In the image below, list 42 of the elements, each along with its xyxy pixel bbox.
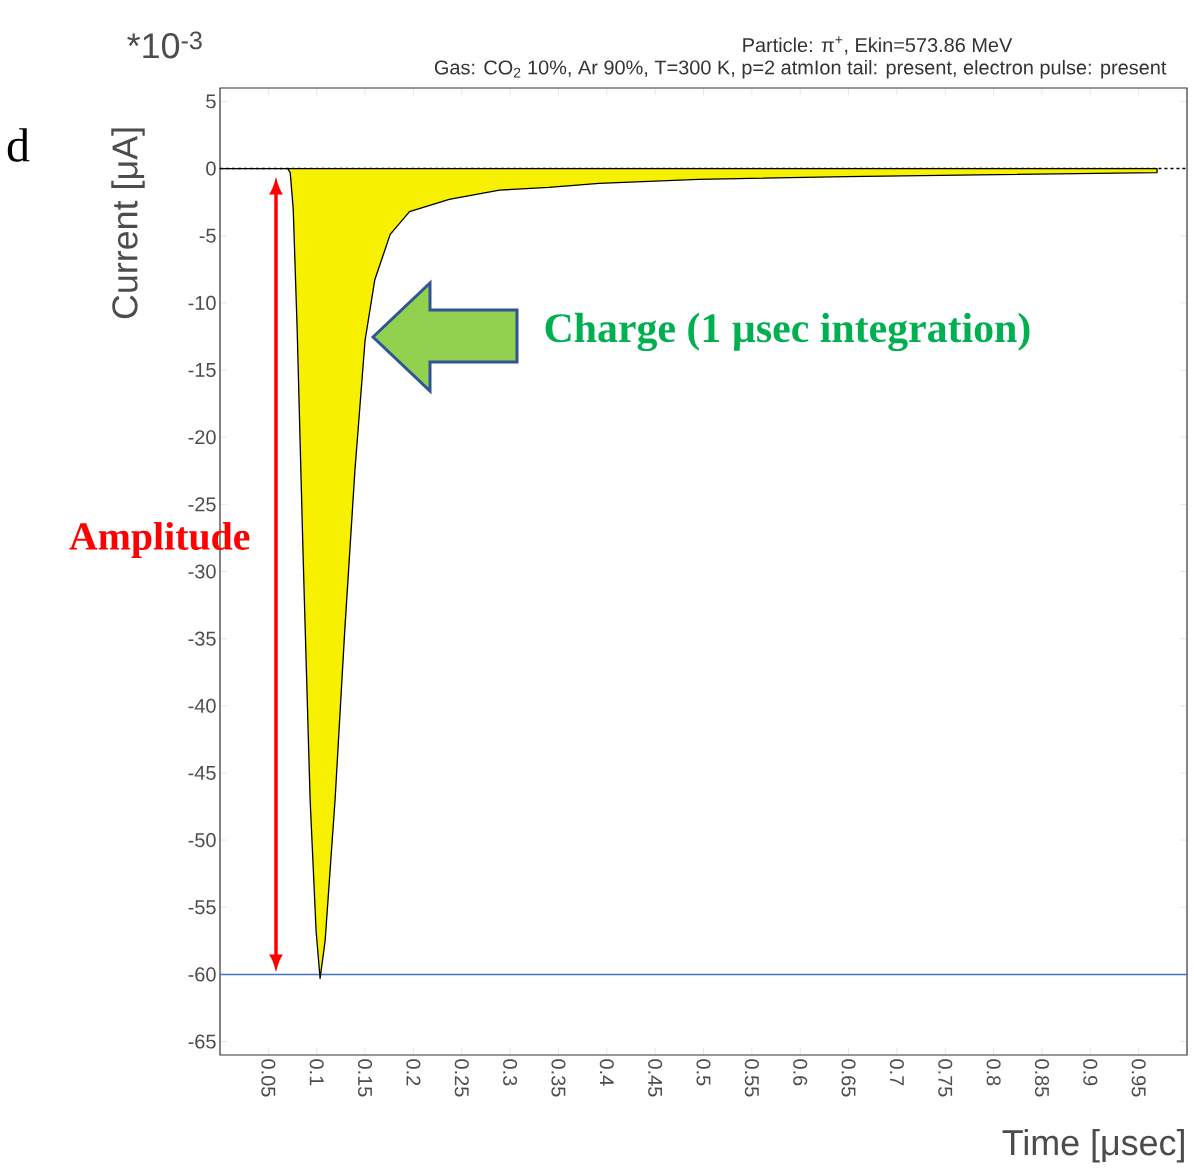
- x-tick-label: 0.9: [1083, 1059, 1098, 1086]
- y-axis-title: Current [μA]: [111, 128, 145, 319]
- x-tick-label: 0.6: [793, 1059, 808, 1086]
- x-tick-label: 0.75: [938, 1059, 953, 1097]
- x-tick-label: 0.05: [261, 1059, 276, 1097]
- y-tick-label: -25: [188, 497, 216, 512]
- x-tick-label: 0.3: [503, 1059, 518, 1086]
- y-tick-label: 0: [206, 161, 216, 176]
- y-tick-label: -65: [188, 1034, 216, 1049]
- x-tick-label: 0.5: [696, 1059, 711, 1086]
- x-tick-label: 0.65: [841, 1059, 856, 1097]
- annotation: Amplitude: [69, 521, 250, 559]
- x-tick-label: 0.35: [551, 1059, 566, 1097]
- x-tick-label: 0.1: [309, 1059, 324, 1086]
- x-tick-label: 0.7: [889, 1059, 904, 1086]
- x-tick-label: 0.55: [744, 1059, 759, 1097]
- x-tick-label: 0.15: [358, 1059, 373, 1097]
- x-tick-label: 0.25: [454, 1059, 469, 1097]
- x-tick-label: 0.2: [406, 1059, 421, 1086]
- x-axis-title: Time [μsec]: [1002, 1129, 1184, 1163]
- y-tick-label: -5: [199, 228, 216, 243]
- chart-subtitle: Gas: CO$_{2}$ 10%, Ar 90%, T=300 K, p=2 atmIon tail: present, electron pulse: present: [434, 59, 1167, 79]
- y-tick-label: -35: [188, 631, 216, 646]
- y-tick-label: -55: [188, 900, 216, 915]
- y-tick-label: -40: [188, 698, 216, 713]
- text: d: [7, 128, 30, 162]
- y-tick-label: -60: [188, 967, 216, 982]
- y-tick-label: 5: [206, 94, 216, 109]
- annotation: Charge (1 µsec integration): [545, 312, 1030, 352]
- y-tick-label: -45: [188, 766, 216, 780]
- x-tick-label: 0.8: [986, 1059, 1001, 1086]
- y-tick-label: -30: [188, 564, 216, 579]
- y-tick-label: -50: [188, 833, 216, 848]
- x-tick-label: 0.4: [599, 1059, 614, 1086]
- chart-title: Particle: π$^{+}$, Ekin=573.86 MeV: [743, 36, 1013, 55]
- x-tick-label: 0.95: [1131, 1059, 1146, 1097]
- y-tick-label: -20: [188, 430, 216, 445]
- x-tick-label: 0.45: [648, 1059, 663, 1097]
- text: *10$^{-3}$: [127, 31, 202, 59]
- y-tick-label: -10: [188, 295, 216, 310]
- x-tick-label: 0.85: [1034, 1059, 1050, 1097]
- y-tick-label: -15: [188, 363, 216, 377]
